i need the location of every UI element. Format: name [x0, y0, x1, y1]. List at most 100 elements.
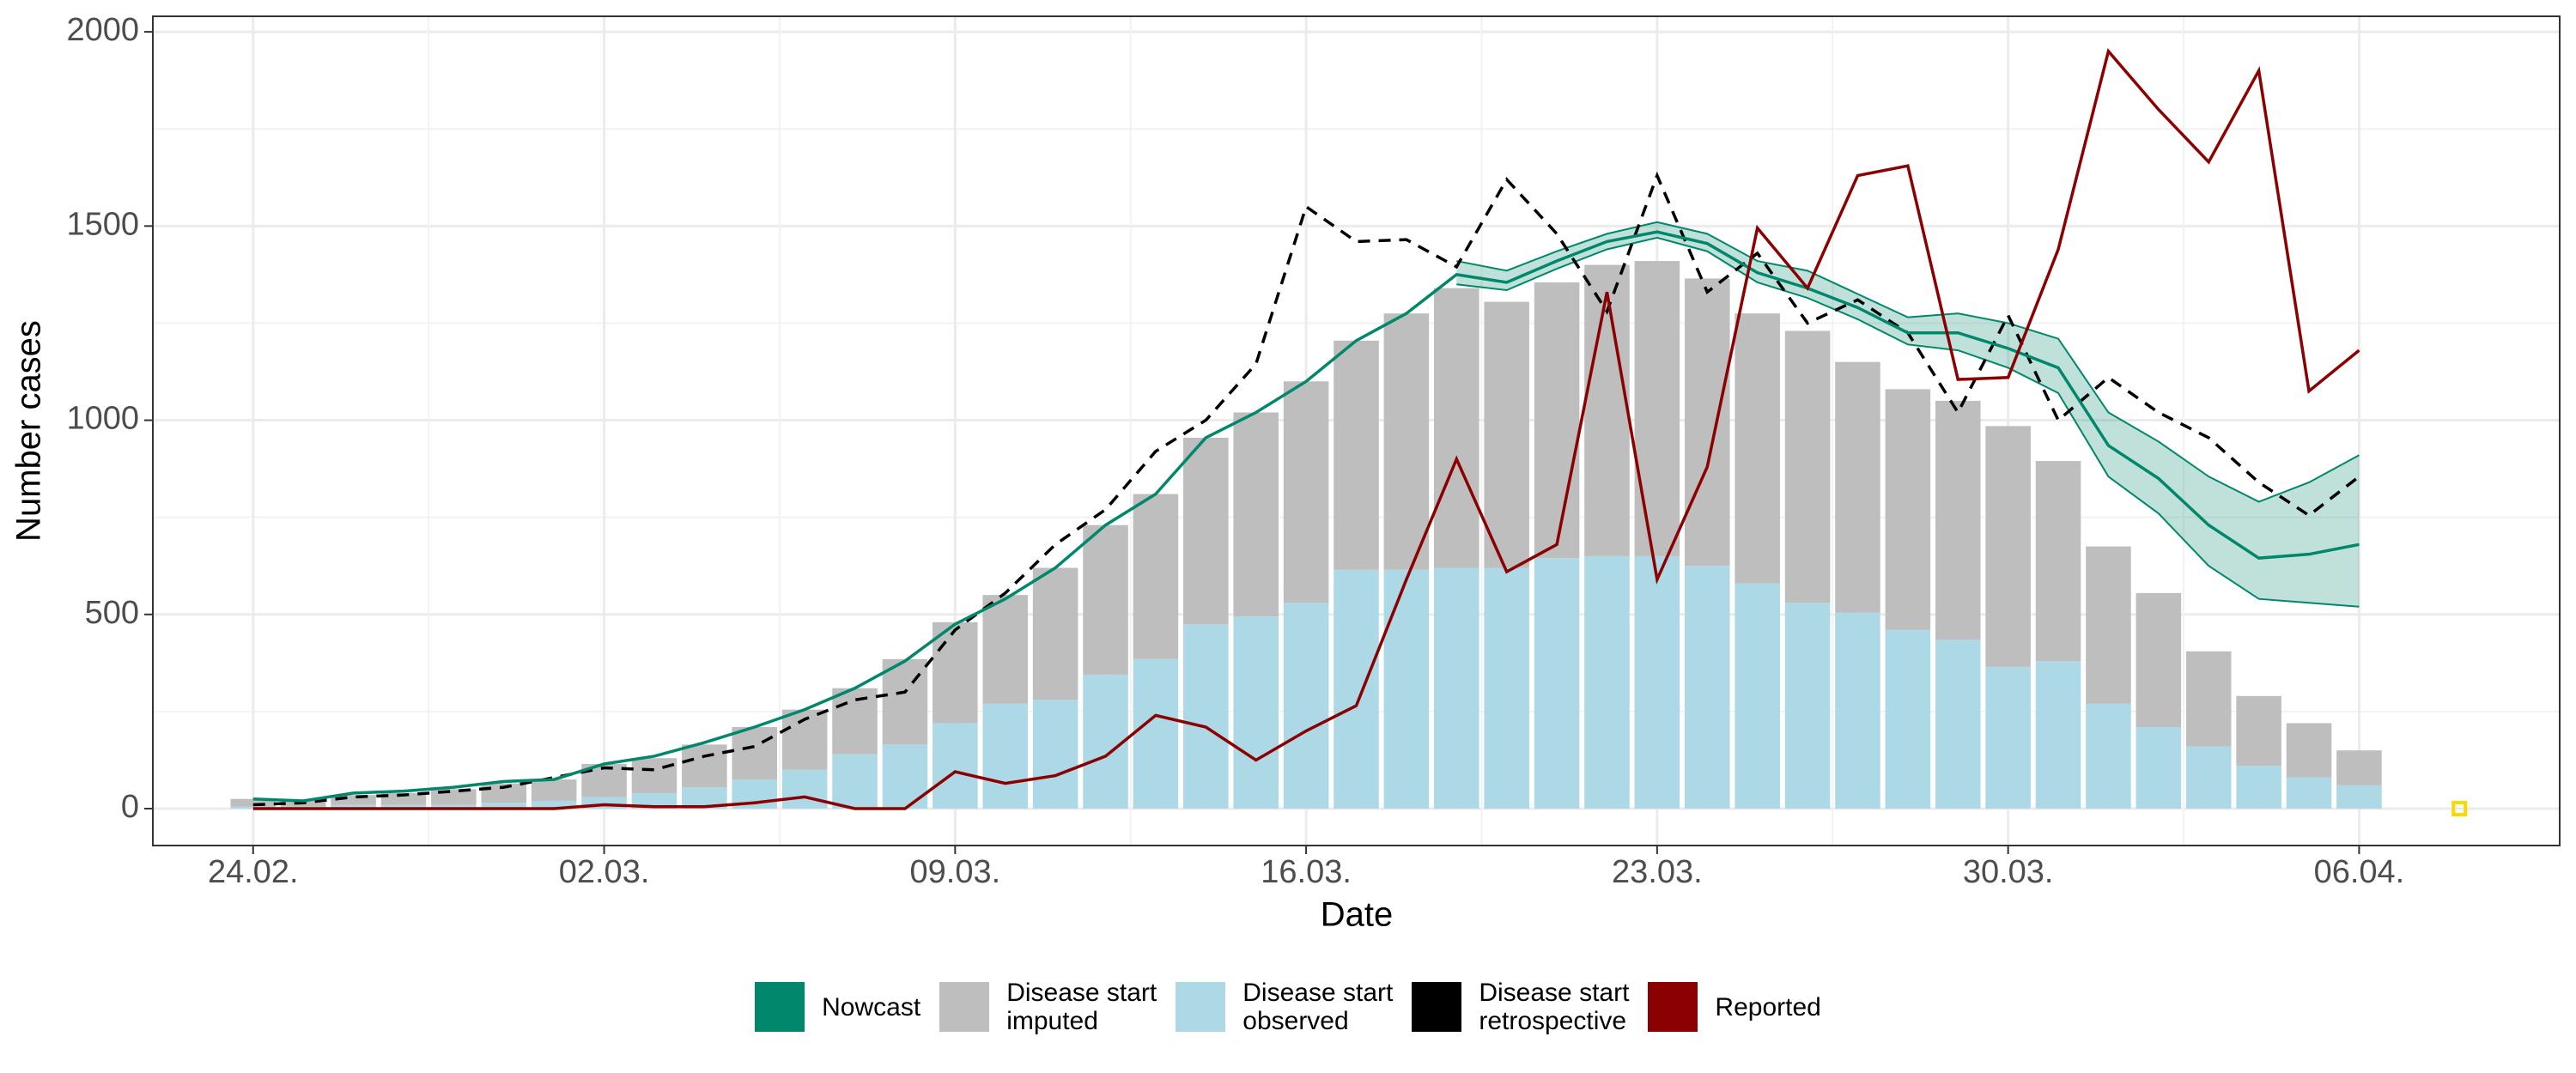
bar-imputed: [230, 798, 276, 807]
bar-observed: [431, 804, 477, 809]
bar-observed: [1032, 700, 1078, 809]
bar-imputed: [1434, 288, 1479, 568]
bar-observed: [2336, 785, 2382, 809]
bar-observed: [2035, 661, 2081, 809]
bar-observed: [1283, 603, 1329, 809]
y-axis-title: Number cases: [10, 320, 48, 542]
bar-observed: [2086, 703, 2131, 809]
x-axis-title: Date: [1321, 896, 1394, 934]
bar-observed: [2136, 727, 2182, 809]
bar-imputed: [1835, 361, 1880, 613]
bar-imputed: [331, 795, 376, 805]
y-tick-label: 1500: [66, 206, 139, 242]
bar-imputed: [2035, 461, 2081, 662]
bar-imputed: [2336, 750, 2382, 785]
marker: [2451, 801, 2468, 817]
bar-observed: [2286, 777, 2332, 809]
x-tick-label: 24.02.: [208, 854, 299, 890]
legend-item: Disease start retrospective: [1412, 979, 1629, 1035]
bar-observed: [2185, 746, 2232, 809]
bar-observed: [882, 744, 928, 809]
bar-observed: [832, 754, 878, 809]
retrospective-line: [252, 171, 2360, 807]
legend: Nowcast Disease start imputed Disease star…: [0, 979, 2576, 1035]
x-tick-label: 09.03.: [910, 854, 1001, 890]
legend-swatch: [1176, 982, 1226, 1032]
chart: Date Number cases 0 500 1000 1500 2000 24.02.…: [10, 12, 2561, 934]
bar-observed: [1534, 558, 1580, 809]
bar-imputed: [2136, 592, 2182, 727]
bar-imputed: [1484, 301, 1529, 568]
bar-imputed: [1183, 437, 1229, 625]
y-tick-label: 0: [121, 789, 139, 825]
bar-observed: [1735, 583, 1780, 809]
y-tick-label: 500: [85, 595, 139, 631]
bar-imputed: [1634, 261, 1680, 556]
plot-border: [152, 15, 2561, 846]
bar-imputed: [2286, 723, 2332, 778]
bar-imputed: [1885, 389, 1931, 630]
nowcast-upper: [1456, 221, 2360, 503]
legend-item: Reported: [1648, 982, 1821, 1032]
bar-observed: [781, 769, 828, 809]
bar-imputed: [1985, 426, 2031, 667]
legend-item: Disease start observed: [1176, 979, 1393, 1035]
bar-observed: [1083, 674, 1128, 809]
bar-imputed: [1383, 313, 1430, 570]
legend-label: Disease start retrospective: [1479, 979, 1630, 1035]
bar-imputed: [732, 727, 778, 780]
bar-imputed: [1283, 381, 1329, 603]
bar-imputed: [1784, 330, 1831, 603]
bar-observed: [1784, 603, 1831, 809]
bar-observed: [1684, 566, 1730, 809]
bar-imputed: [1735, 313, 1780, 584]
bar-observed: [531, 800, 577, 809]
y-tick-label: 2000: [66, 12, 139, 48]
bar-observed: [1183, 624, 1229, 809]
bar-observed: [1434, 567, 1479, 809]
bar-imputed: [1133, 494, 1179, 659]
x-tick-label: 06.04.: [2314, 854, 2405, 890]
bar-imputed: [1233, 412, 1279, 617]
bar-imputed: [1083, 524, 1128, 675]
bar-imputed: [1935, 400, 1981, 640]
legend-label: Disease start imputed: [1006, 979, 1157, 1035]
bar-observed: [481, 803, 527, 809]
bar-observed: [1584, 555, 1630, 809]
bar-observed: [1233, 616, 1279, 809]
legend-label: Reported: [1715, 992, 1821, 1021]
reported-line: [252, 48, 2360, 810]
bar-observed: [1634, 555, 1680, 809]
legend-swatch: [939, 982, 990, 1032]
legend-item: Disease start imputed: [939, 979, 1157, 1035]
legend-swatch: [755, 982, 805, 1032]
legend-swatch: [1648, 982, 1698, 1032]
bar-imputed: [2086, 546, 2131, 704]
legend-label: Disease start observed: [1242, 979, 1394, 1035]
bar-imputed: [481, 783, 527, 803]
bar-observed: [631, 792, 677, 809]
bar-imputed: [2236, 695, 2281, 767]
bar-observed: [1835, 612, 1880, 809]
bar-observed: [982, 703, 1029, 809]
x-tick-label: 02.03.: [559, 854, 650, 890]
bar-observed: [933, 723, 978, 809]
bar-imputed: [2185, 651, 2232, 747]
bar-imputed: [933, 621, 978, 724]
x-tick-label: 16.03.: [1261, 854, 1352, 890]
bar-imputed: [1534, 282, 1580, 559]
nowcast-band: [1456, 221, 2360, 607]
bar-observed: [1935, 640, 1981, 809]
y-tick-label: 1000: [66, 401, 139, 437]
bar-imputed: [682, 744, 727, 788]
bar-observed: [1484, 567, 1529, 809]
bar-observed: [1985, 666, 2031, 809]
bar-imputed: [531, 779, 577, 801]
nowcast-lower: [1456, 236, 2360, 608]
bar-imputed: [1334, 340, 1379, 570]
legend-item: Nowcast: [755, 982, 920, 1032]
bar-observed: [1383, 569, 1430, 809]
bar-observed: [1334, 569, 1379, 809]
bar-imputed: [1032, 567, 1078, 700]
